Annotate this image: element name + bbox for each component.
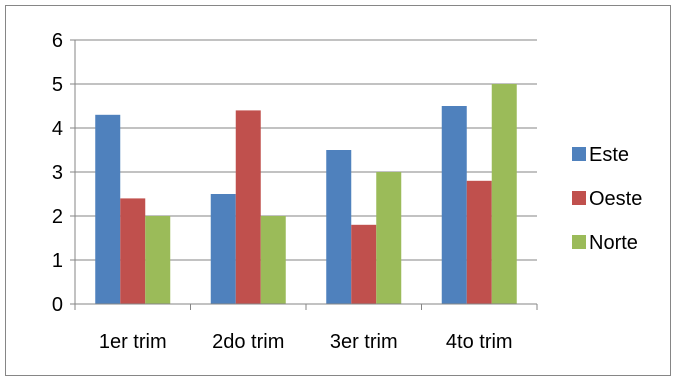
x-tick-label: 2do trim [212,331,284,353]
y-tick-label: 3 [52,162,63,184]
bar-norte [260,216,286,304]
bar-oeste [120,198,146,304]
legend-label: Norte [589,232,638,254]
legend-swatch [572,191,586,205]
y-tick-label: 5 [52,74,63,96]
y-tick-label: 1 [52,250,63,272]
bar-norte [376,172,402,304]
x-tick-label: 4to trim [446,331,513,353]
legend-label: Este [589,144,629,166]
legend-label: Oeste [589,188,642,210]
bar-oeste [351,224,377,304]
bar-oeste [235,110,261,305]
y-tick-label: 6 [52,30,63,52]
bars [95,84,517,305]
bar-este [441,106,467,304]
bar-chart: 0 1 2 3 4 5 6 1er trim 2do trim 3er trim 4to trim… [52,30,642,353]
bar-oeste [466,180,492,304]
x-tick-label: 1er trim [99,331,167,353]
legend: Este Oeste Norte [572,144,642,254]
x-tick-label: 3er trim [330,331,398,353]
y-tick-label: 4 [52,118,63,140]
legend-swatch [572,235,586,249]
chart-area: 0 1 2 3 4 5 6 1er trim 2do trim 3er trim 4to trim… [5,5,671,376]
axes [70,39,538,310]
x-tick-labels: 1er trim 2do trim 3er trim 4to trim [99,331,513,353]
y-tick-labels: 0 1 2 3 4 5 6 [52,30,63,316]
bar-este [326,150,352,304]
y-tick-label: 2 [52,206,63,228]
bar-norte [145,216,171,304]
bar-este [95,114,121,304]
bar-norte [491,84,517,304]
legend-swatch [572,147,586,161]
y-tick-label: 0 [52,294,63,316]
bar-este [210,194,236,304]
